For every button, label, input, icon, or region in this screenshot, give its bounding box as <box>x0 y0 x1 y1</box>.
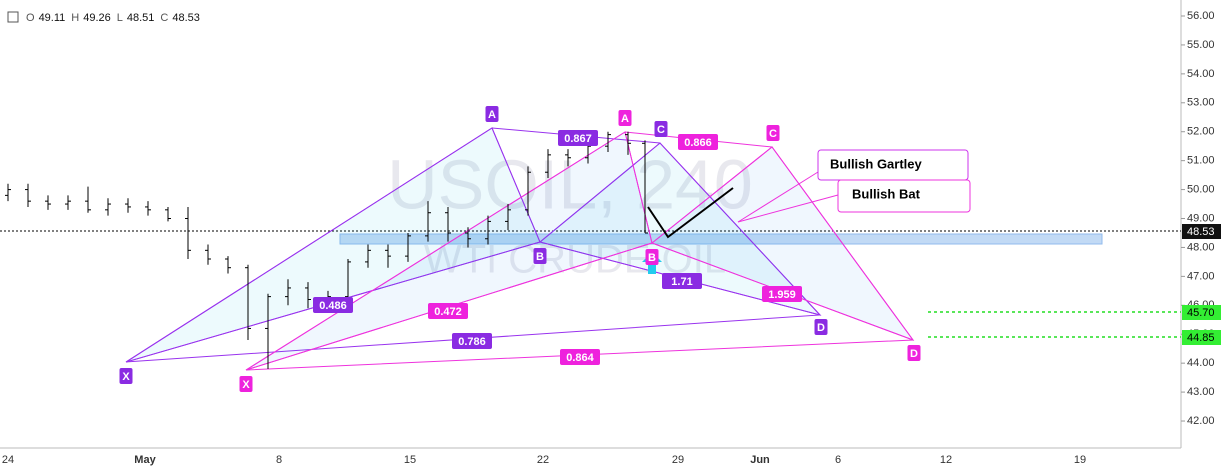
callout-box <box>837 179 971 213</box>
label-bg <box>645 249 659 265</box>
last-price-badge <box>1182 224 1221 239</box>
pattern-label: 1.71 <box>671 276 692 288</box>
pattern-label: 0.472 <box>434 306 462 318</box>
pattern-label: A <box>488 109 496 121</box>
ohlc-value: 48.53 <box>172 12 200 24</box>
ohlc-text: O 49.11 H 49.26 L 48.51 C 48.53 <box>26 12 200 24</box>
time-label: 12 <box>940 454 952 466</box>
label-bg <box>654 121 668 137</box>
price-label: 53.00 <box>1187 97 1215 109</box>
pattern-label: 0.867 <box>564 133 592 145</box>
projection-line <box>647 187 734 239</box>
time-label: 29 <box>672 454 684 466</box>
callout-line <box>737 194 839 223</box>
pattern-label: 0.866 <box>684 137 712 149</box>
callout-line <box>737 171 819 223</box>
price-label: 55.00 <box>1187 39 1215 51</box>
last-price-label: 48.53 <box>1187 226 1215 238</box>
time-label: 15 <box>404 454 416 466</box>
pattern-label: 1.959 <box>768 289 796 301</box>
label-bg <box>239 376 253 392</box>
price-label: 47.00 <box>1187 270 1215 282</box>
ohlc-value: 49.26 <box>83 12 111 24</box>
price-label: 43.00 <box>1187 386 1215 398</box>
time-label: May <box>134 454 156 466</box>
level-label: 45.70 <box>1187 307 1215 319</box>
label-bg <box>814 319 828 335</box>
label-bg <box>678 134 718 150</box>
ohlc-key: O <box>26 12 35 24</box>
price-label: 50.00 <box>1187 183 1215 195</box>
price-label: 52.00 <box>1187 126 1215 138</box>
callout-text: Bullish Bat <box>852 186 921 201</box>
price-label: 51.00 <box>1187 155 1215 167</box>
expand-icon <box>7 11 19 23</box>
header: O 49.11 H 49.26 L 48.51 C 48.53 <box>7 11 200 24</box>
pattern-label: X <box>242 379 250 391</box>
pattern-label: A <box>621 113 629 125</box>
pattern-labels: X A B C D X A B C D 0.867 0.486 0.786 1.71 0.866 0.472 0… <box>119 106 921 392</box>
pattern-label: 0.864 <box>566 352 594 364</box>
price-label: 48.00 <box>1187 241 1215 253</box>
label-bg <box>560 349 600 365</box>
time-label: 19 <box>1074 454 1086 466</box>
price-label: 44.00 <box>1187 357 1215 369</box>
pattern-label: C <box>769 128 777 140</box>
label-bg <box>766 125 780 141</box>
ohlc-key: H <box>71 12 79 24</box>
level-badge <box>1182 305 1221 320</box>
label-bg <box>452 333 492 349</box>
label-bg <box>119 368 133 384</box>
label-bg <box>428 303 468 319</box>
ohlc-key: L <box>117 12 123 24</box>
label-bg <box>618 110 632 126</box>
pattern-label: 0.786 <box>458 336 486 348</box>
time-label: 22 <box>537 454 549 466</box>
ohlc-value: 48.51 <box>127 12 155 24</box>
label-bg <box>762 286 802 302</box>
label-bg <box>533 248 547 264</box>
callout-text: Bullish Gartley <box>830 156 923 171</box>
level-label: 44.85 <box>1187 332 1215 344</box>
pattern-label: D <box>817 322 825 334</box>
pattern-label: X <box>122 371 130 383</box>
label-bg <box>558 130 598 146</box>
pattern-label: 0.486 <box>319 300 347 312</box>
label-bg <box>907 345 921 361</box>
pattern-label: B <box>648 252 656 264</box>
price-label: 54.00 <box>1187 68 1215 80</box>
zone-rect <box>339 233 1103 245</box>
ohlc-key: C <box>160 12 168 24</box>
time-label: 8 <box>276 454 282 466</box>
axes: 56.00 55.00 54.00 53.00 52.00 51.00 50.00 49.00… <box>2 10 1221 466</box>
pattern-label: B <box>536 251 544 263</box>
level-badge <box>1182 330 1221 345</box>
label-bg <box>485 106 499 122</box>
price-label: 42.00 <box>1187 415 1215 427</box>
ohlc-value: 49.11 <box>39 12 66 24</box>
price-label: 49.00 <box>1187 212 1215 224</box>
time-label: 6 <box>835 454 841 466</box>
pattern-label: D <box>910 348 918 360</box>
candles <box>5 131 648 369</box>
time-label: 24 <box>2 454 14 466</box>
price-label: 56.00 <box>1187 10 1215 22</box>
time-label: Jun <box>750 454 770 466</box>
label-bg <box>313 297 353 313</box>
pattern-label: C <box>657 124 665 136</box>
label-bg <box>662 273 702 289</box>
